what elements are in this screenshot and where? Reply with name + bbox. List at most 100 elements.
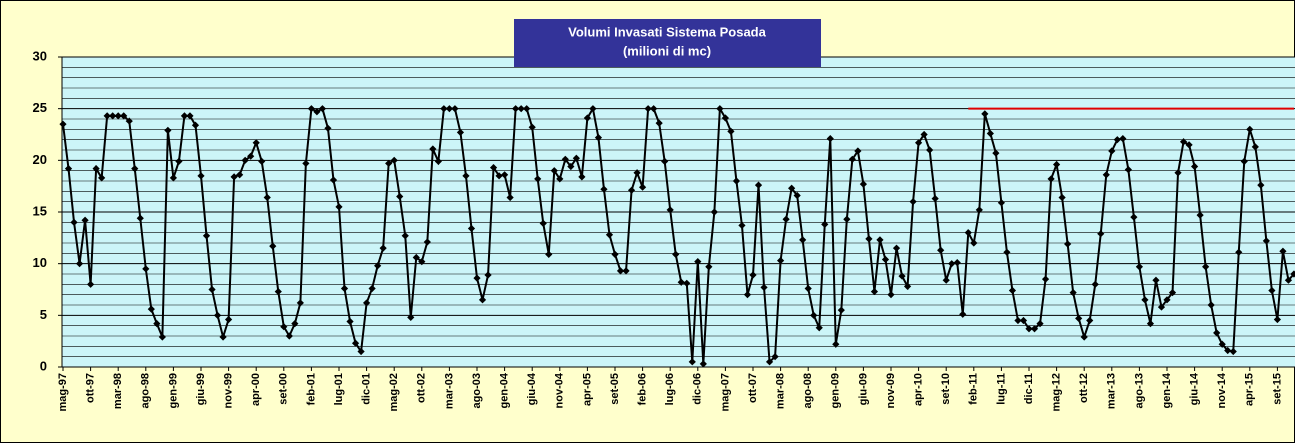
point-marker bbox=[186, 112, 194, 120]
point-marker bbox=[109, 112, 117, 120]
x-tick-label: feb-11 bbox=[968, 373, 980, 405]
point-marker bbox=[489, 163, 498, 172]
point-marker bbox=[865, 235, 873, 243]
point-marker bbox=[843, 215, 851, 223]
point-marker bbox=[534, 175, 542, 183]
point-marker bbox=[1273, 315, 1281, 324]
point-marker bbox=[1058, 193, 1066, 202]
point-marker bbox=[942, 276, 950, 284]
point-marker bbox=[639, 183, 647, 191]
point-marker bbox=[1064, 240, 1072, 248]
point-marker bbox=[970, 239, 978, 247]
point-marker bbox=[837, 306, 845, 314]
point-marker bbox=[771, 353, 779, 361]
point-marker bbox=[1025, 325, 1033, 333]
point-marker bbox=[1041, 275, 1050, 283]
point-marker bbox=[296, 299, 304, 307]
point-marker bbox=[401, 232, 409, 240]
x-tick-label: ott-12 bbox=[1078, 373, 1090, 403]
x-tick-label: gen-09 bbox=[830, 373, 842, 408]
point-marker bbox=[351, 339, 360, 347]
point-marker bbox=[600, 185, 608, 193]
point-marker bbox=[749, 271, 757, 279]
point-marker bbox=[501, 171, 509, 179]
point-marker bbox=[374, 262, 382, 270]
point-marker bbox=[545, 250, 553, 258]
point-marker bbox=[959, 310, 967, 318]
point-marker bbox=[346, 317, 354, 326]
point-marker bbox=[241, 156, 249, 164]
x-tick-label: ago-08 bbox=[802, 373, 814, 408]
y-tick-label: 10 bbox=[33, 255, 47, 270]
point-marker bbox=[528, 123, 536, 131]
point-marker bbox=[710, 208, 718, 216]
point-marker bbox=[517, 105, 525, 113]
point-marker bbox=[64, 165, 73, 173]
point-marker bbox=[434, 157, 442, 165]
point-marker bbox=[666, 206, 674, 214]
point-marker bbox=[876, 236, 884, 244]
point-marker bbox=[804, 284, 812, 293]
x-tick-label: dic-11 bbox=[1023, 373, 1035, 404]
point-marker bbox=[705, 263, 713, 271]
point-marker bbox=[1086, 316, 1094, 325]
point-marker bbox=[633, 169, 641, 177]
point-marker bbox=[1290, 270, 1295, 278]
point-marker bbox=[992, 149, 1000, 157]
point-marker bbox=[92, 165, 100, 173]
point-marker bbox=[1008, 286, 1017, 295]
point-marker bbox=[390, 156, 398, 164]
y-tick-label: 20 bbox=[33, 152, 47, 167]
point-marker bbox=[247, 152, 255, 160]
point-marker bbox=[136, 214, 144, 222]
x-tick-label: giu-09 bbox=[857, 373, 869, 405]
point-marker bbox=[75, 260, 84, 268]
point-marker bbox=[478, 296, 487, 304]
point-marker bbox=[1218, 340, 1226, 348]
point-marker bbox=[59, 120, 67, 128]
point-marker bbox=[230, 173, 238, 181]
point-marker bbox=[572, 154, 580, 162]
point-marker bbox=[313, 108, 321, 116]
point-marker bbox=[396, 192, 404, 201]
point-marker bbox=[1152, 276, 1160, 284]
x-tick-label: dic-01 bbox=[361, 373, 373, 405]
point-marker bbox=[467, 224, 476, 233]
point-marker bbox=[318, 105, 327, 113]
point-marker bbox=[1135, 263, 1143, 271]
point-marker bbox=[760, 283, 768, 292]
point-marker bbox=[964, 229, 972, 237]
point-marker bbox=[627, 186, 636, 194]
point-marker bbox=[407, 313, 415, 321]
point-marker bbox=[1284, 276, 1293, 284]
x-tick-label: set-10 bbox=[940, 373, 952, 405]
point-marker bbox=[1191, 162, 1199, 171]
point-marker bbox=[175, 157, 183, 165]
point-marker bbox=[120, 112, 128, 120]
x-tick-label: set-05 bbox=[609, 373, 621, 405]
point-marker bbox=[953, 259, 961, 267]
x-tick-label: ago-98 bbox=[140, 373, 152, 408]
point-marker bbox=[832, 340, 840, 348]
point-marker bbox=[1146, 320, 1155, 328]
point-marker bbox=[70, 218, 78, 226]
x-tick-label: gen-99 bbox=[167, 373, 179, 408]
point-marker bbox=[1179, 138, 1188, 146]
point-marker bbox=[1262, 237, 1270, 245]
point-marker bbox=[870, 287, 879, 296]
point-marker bbox=[285, 332, 293, 340]
x-tick-label: ago-13 bbox=[1133, 373, 1145, 408]
point-marker bbox=[280, 323, 288, 331]
point-marker bbox=[616, 267, 625, 275]
point-marker bbox=[225, 315, 233, 324]
x-tick-label: mag-12 bbox=[1051, 373, 1063, 412]
point-marker bbox=[672, 250, 680, 258]
point-marker bbox=[898, 272, 906, 280]
point-marker bbox=[1080, 333, 1088, 341]
point-marker bbox=[539, 219, 547, 227]
y-tick-label: 30 bbox=[33, 48, 47, 63]
point-marker bbox=[451, 105, 459, 113]
point-marker bbox=[440, 105, 448, 113]
point-marker bbox=[1174, 169, 1182, 177]
